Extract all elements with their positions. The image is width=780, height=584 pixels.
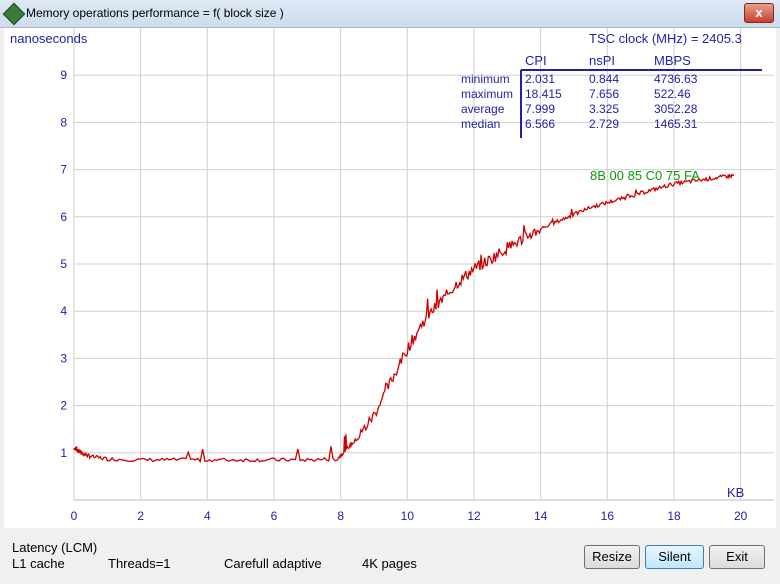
x-tick-label: 12 <box>467 509 481 523</box>
mode-label: Carefull adaptive <box>224 556 322 571</box>
x-tick-label: 0 <box>71 509 78 523</box>
title-bar: Memory operations performance = f( block… <box>0 0 780 28</box>
stats-value: 3.325 <box>589 102 619 116</box>
resize-button[interactable]: Resize <box>584 545 640 569</box>
x-tick-label: 10 <box>401 509 415 523</box>
stats-value: 18.415 <box>525 87 562 101</box>
y-tick-label: 5 <box>60 257 67 271</box>
window-title: Memory operations performance = f( block… <box>26 6 284 20</box>
y-tick-label: 9 <box>60 68 67 82</box>
y-tick-label: 3 <box>60 351 67 365</box>
y-axis-label: nanoseconds <box>10 31 88 46</box>
stats-row-label: median <box>461 117 500 131</box>
chart-area: 0 2 4 6 8 10 12 14 16 18 20 1 2 3 4 5 6 7 8 9 nanoseconds K… <box>4 28 776 528</box>
silent-button[interactable]: Silent <box>645 545 704 569</box>
stats-value: 0.844 <box>589 72 619 86</box>
stats-row-label: maximum <box>461 87 513 101</box>
x-tick-label: 14 <box>534 509 548 523</box>
x-tick-label: 16 <box>601 509 615 523</box>
threads-label: Threads=1 <box>108 556 171 571</box>
y-tick-label: 2 <box>60 399 67 413</box>
x-axis-unit: KB <box>727 485 744 500</box>
x-tick-label: 2 <box>137 509 144 523</box>
exit-button[interactable]: Exit <box>709 545 765 569</box>
stats-value: 6.566 <box>525 117 555 131</box>
y-tick-label: 7 <box>60 163 67 177</box>
close-button[interactable]: x <box>744 3 774 23</box>
pages-label: 4K pages <box>362 556 417 571</box>
x-tick-label: 4 <box>204 509 211 523</box>
app-icon <box>2 2 26 26</box>
stats-table: CPI nsPI MBPS minimum 2.031 0.844 4736.63 maxim… <box>461 53 762 138</box>
annotation: 8B 00 85 C0 75 FA <box>590 168 700 183</box>
chart-grid <box>73 28 774 501</box>
stats-value: 4736.63 <box>654 72 698 86</box>
stats-value: 522.46 <box>654 87 691 101</box>
stats-value: 7.656 <box>589 87 619 101</box>
tsc-clock: TSC clock (MHz) = 2405.3 <box>589 31 742 46</box>
x-tick-label: 18 <box>667 509 681 523</box>
latency-label: Latency (LCM) <box>12 540 98 555</box>
x-tick-label: 8 <box>337 509 344 523</box>
stats-value: 7.999 <box>525 102 555 116</box>
y-tick-label: 4 <box>60 304 67 318</box>
x-tick-label: 20 <box>734 509 748 523</box>
stats-value: 3052.28 <box>654 102 698 116</box>
stats-column-header: nsPI <box>589 53 615 68</box>
series-line <box>73 173 735 464</box>
y-tick-label: 6 <box>60 210 67 224</box>
stats-column-header: CPI <box>525 53 547 68</box>
x-tick-label: 6 <box>271 509 278 523</box>
cache-label: L1 cache <box>12 556 65 571</box>
stats-row-label: average <box>461 102 505 116</box>
stats-value: 2.031 <box>525 72 555 86</box>
y-tick-label: 8 <box>60 115 67 129</box>
stats-row-label: minimum <box>461 72 510 86</box>
stats-value: 2.729 <box>589 117 619 131</box>
stats-value: 1465.31 <box>654 117 698 131</box>
y-tick-label: 1 <box>60 446 67 460</box>
stats-column-header: MBPS <box>654 53 691 68</box>
